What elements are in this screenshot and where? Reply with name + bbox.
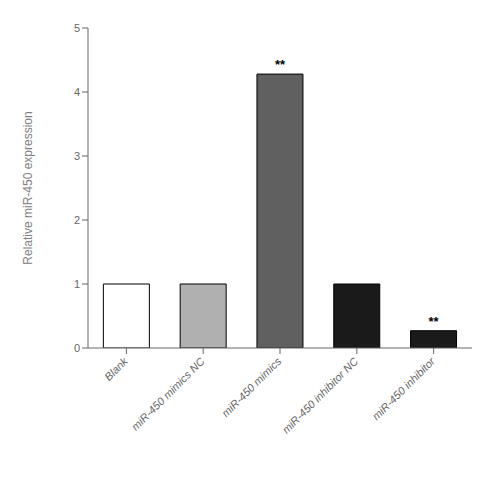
svg-text:Blank: Blank bbox=[102, 355, 130, 383]
svg-text:miR-450 inhibitor NC: miR-450 inhibitor NC bbox=[280, 355, 361, 436]
svg-text:Relative miR-450 expression: Relative miR-450 expression bbox=[21, 111, 35, 264]
svg-text:5: 5 bbox=[74, 22, 80, 34]
svg-text:miR-450 mimics NC: miR-450 mimics NC bbox=[129, 355, 207, 433]
svg-text:3: 3 bbox=[74, 150, 80, 162]
svg-text:4: 4 bbox=[74, 86, 80, 98]
svg-text:**: ** bbox=[275, 57, 286, 72]
svg-text:0: 0 bbox=[74, 342, 80, 354]
svg-text:miR-450 inhibitor: miR-450 inhibitor bbox=[370, 354, 438, 422]
svg-text:miR-450 mimics: miR-450 mimics bbox=[219, 355, 284, 420]
svg-text:2: 2 bbox=[74, 214, 80, 226]
svg-text:**: ** bbox=[428, 314, 439, 329]
svg-text:1: 1 bbox=[74, 278, 80, 290]
